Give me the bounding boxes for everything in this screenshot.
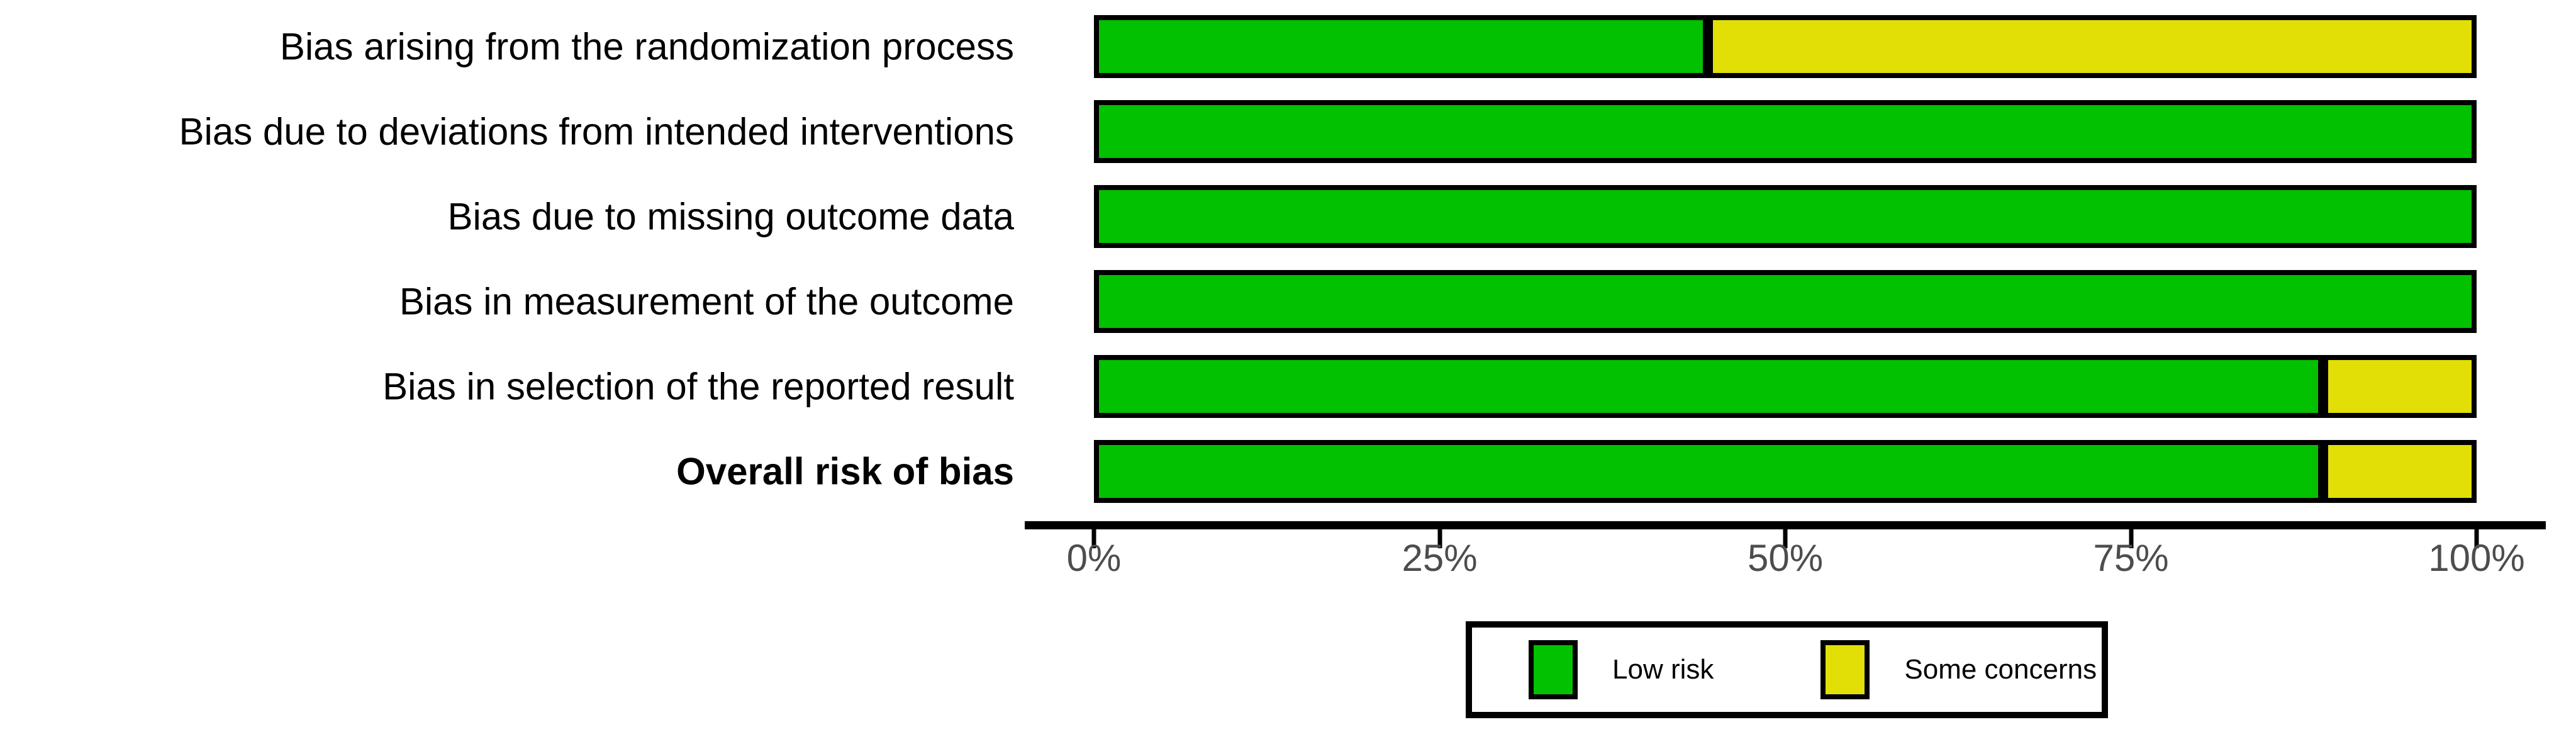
x-axis-line xyxy=(1025,521,2546,529)
bar-segment-low-risk xyxy=(1094,270,2477,333)
bar-segment-some-concerns xyxy=(2323,440,2477,503)
legend-swatch-some-concerns xyxy=(1820,640,1870,699)
bar-row-bias-in-selection-of-the-reported-result xyxy=(1094,355,2477,418)
legend-box: Low risk Some concerns xyxy=(1466,621,2108,718)
legend-label-low-risk: Low risk xyxy=(1612,654,1714,685)
x-axis-tick-100 xyxy=(2474,529,2479,548)
bar-segment-low-risk xyxy=(1094,185,2477,248)
bar-row-overall-risk-of-bias xyxy=(1094,440,2477,503)
category-label-bias-in-measurement-of-the-outcome: Bias in measurement of the outcome xyxy=(399,280,1014,323)
bar-row-bias-due-to-deviations-from-intended-interventions xyxy=(1094,100,2477,163)
bar-row-bias-due-to-missing-outcome-data xyxy=(1094,185,2477,248)
x-axis-tick-label-50: 50% xyxy=(1747,537,1824,579)
legend-item-some-concerns: Some concerns xyxy=(1820,640,2097,699)
bar-segment-low-risk xyxy=(1094,15,1708,78)
x-axis-tick-25 xyxy=(1437,529,1442,548)
bar-segment-low-risk xyxy=(1094,100,2477,163)
x-axis-tick-label-100: 100% xyxy=(2428,537,2525,579)
bar-row-bias-arising-from-the-randomization-process xyxy=(1094,15,2477,78)
category-label-overall-risk-of-bias: Overall risk of bias xyxy=(676,450,1014,493)
bar-segment-some-concerns xyxy=(1707,15,2477,78)
x-axis-tick-50 xyxy=(1783,529,1788,548)
x-axis-tick-label-25: 25% xyxy=(1402,537,1478,579)
bar-segment-low-risk xyxy=(1094,440,2324,503)
legend-label-some-concerns: Some concerns xyxy=(1904,654,2097,685)
bar-segment-some-concerns xyxy=(2323,355,2477,418)
x-axis-tick-75 xyxy=(2129,529,2133,548)
category-label-bias-due-to-missing-outcome-data: Bias due to missing outcome data xyxy=(447,195,1015,238)
x-axis-tick-label-75: 75% xyxy=(2093,537,2169,579)
category-label-bias-due-to-deviations-from-intended-interventions: Bias due to deviations from intended int… xyxy=(179,110,1014,153)
category-label-bias-in-selection-of-the-reported-result: Bias in selection of the reported result xyxy=(382,365,1014,408)
bar-row-bias-in-measurement-of-the-outcome xyxy=(1094,270,2477,333)
x-axis-tick-label-0: 0% xyxy=(1066,537,1122,579)
x-axis-tick-0 xyxy=(1091,529,1096,548)
legend-item-low-risk: Low risk xyxy=(1529,640,1714,699)
legend-swatch-low-risk xyxy=(1529,640,1578,699)
category-label-bias-arising-from-the-randomization-process: Bias arising from the randomization proc… xyxy=(279,25,1014,68)
bar-segment-low-risk xyxy=(1094,355,2324,418)
